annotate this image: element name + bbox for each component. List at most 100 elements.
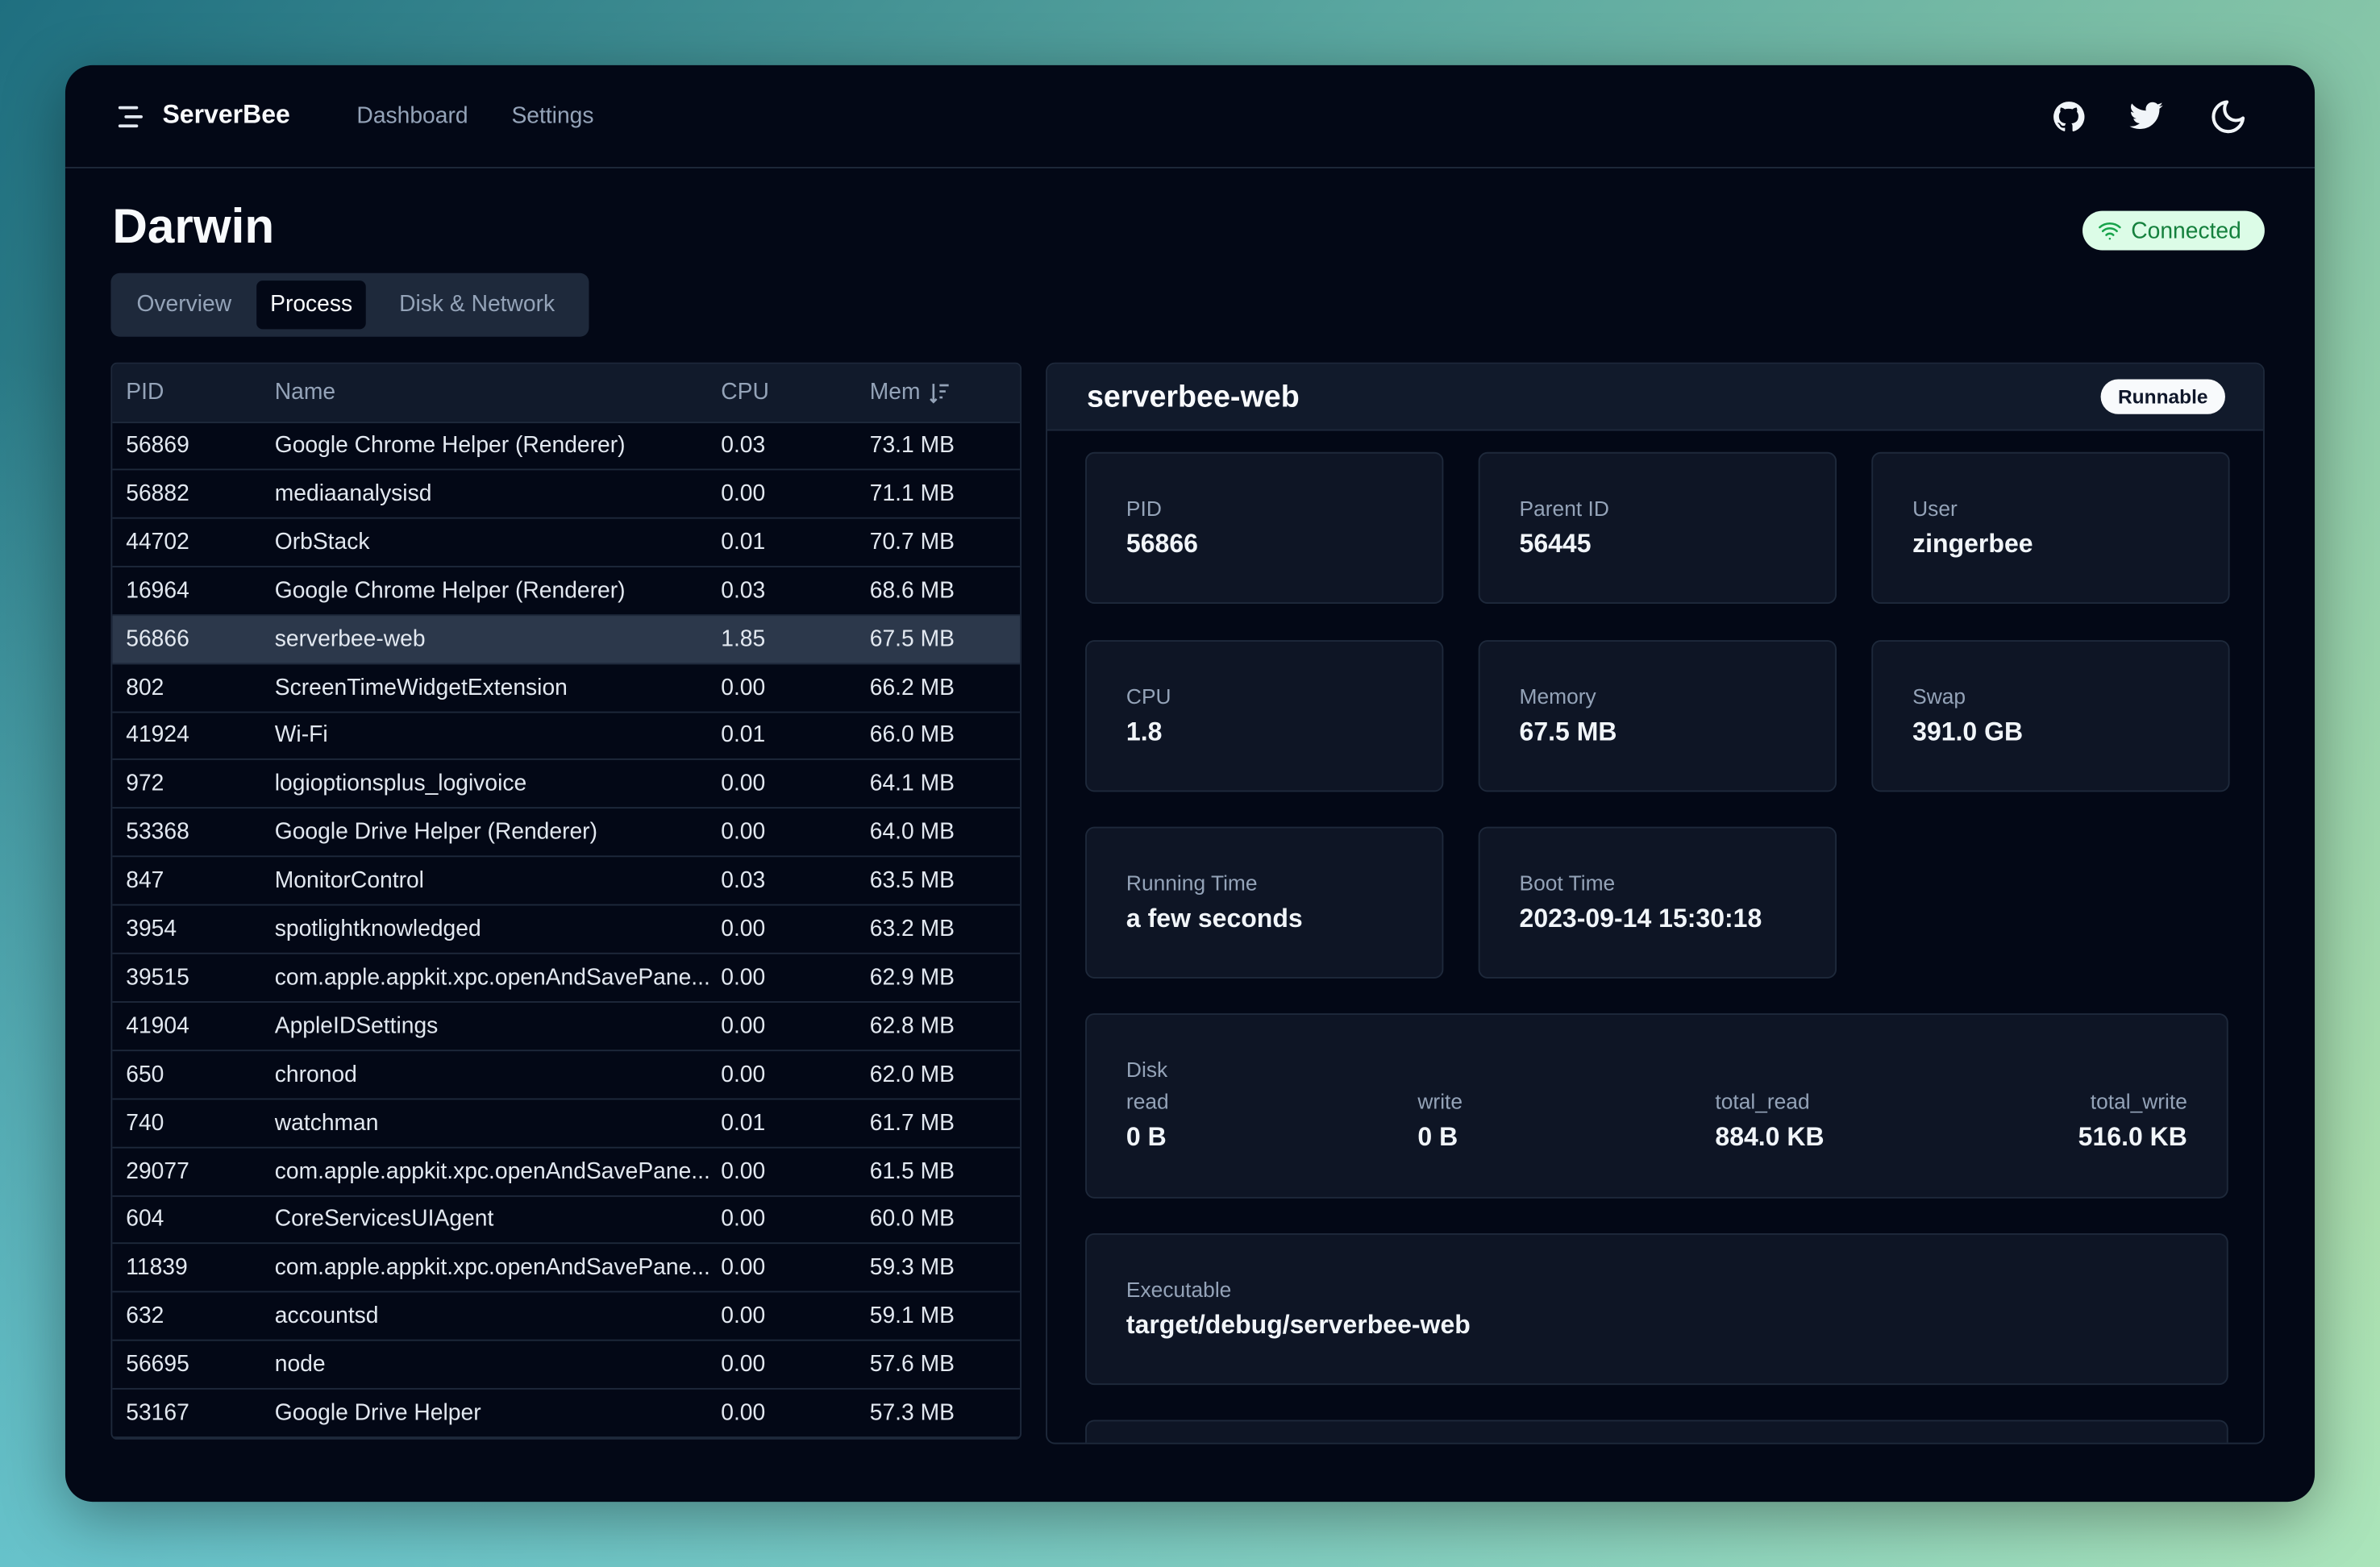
table-cell: 41904	[126, 1012, 189, 1039]
state-badge: Runnable	[2100, 379, 2225, 414]
table-cell: 0.03	[721, 432, 766, 459]
table-cell: 61.7 MB	[869, 1109, 955, 1136]
table-row[interactable]: 972 logioptionsplus_logivoice 0.00 64.1 MB	[112, 760, 1021, 809]
table-cell: CoreServicesUIAgent	[274, 1206, 494, 1232]
table-row[interactable]: 16964 Google Chrome Helper (Renderer) 0.03…	[112, 567, 1021, 616]
table-row[interactable]: 56695 node 0.00 57.6 MB	[112, 1341, 1021, 1390]
table-row[interactable]: 41924 Wi-Fi 0.01 66.0 MB	[112, 712, 1021, 761]
table-row[interactable]: 650 chronod 0.00 62.0 MB	[112, 1051, 1021, 1099]
github-icon[interactable]	[2050, 98, 2087, 135]
table-row[interactable]: 56869 Google Chrome Helper (Renderer) 0.03…	[112, 422, 1021, 471]
table-cell: 63.2 MB	[869, 916, 955, 942]
disk-value: 516.0 KB	[2078, 1122, 2187, 1152]
info-card: CPU 1.8	[1085, 639, 1444, 792]
column-header[interactable]: PID	[126, 379, 164, 405]
sort-icon[interactable]	[929, 382, 950, 404]
card-value: zingerbee	[1912, 529, 2033, 559]
disk-label: write	[1417, 1089, 1463, 1114]
table-cell: 62.0 MB	[869, 1061, 955, 1087]
theme-icon[interactable]	[2208, 97, 2248, 136]
table-cell: ScreenTimeWidgetExtension	[274, 674, 568, 700]
info-card: PID 56866	[1085, 451, 1444, 604]
menu-icon[interactable]	[117, 103, 144, 131]
table-row[interactable]: 632 accountsd 0.00 59.1 MB	[112, 1293, 1021, 1341]
disk-value: 884.0 KB	[1715, 1122, 1825, 1152]
table-row[interactable]: 39515 com.apple.appkit.xpc.openAndSavePan…	[112, 954, 1021, 1003]
table-cell: 0.00	[721, 480, 766, 507]
detail-header: serverbee-web Runnable	[1047, 364, 2264, 431]
table-cell: 0.00	[721, 819, 766, 846]
table-row[interactable]: 604 CoreServicesUIAgent 0.00 60.0 MB	[112, 1196, 1021, 1245]
executable-card: Executable target/debug/serverbee-web	[1085, 1232, 2228, 1386]
table-cell: 53167	[126, 1399, 189, 1426]
table-row[interactable]: 41904 AppleIDSettings 0.00 62.8 MB	[112, 1003, 1021, 1051]
table-row[interactable]: 11839 com.apple.appkit.xpc.openAndSavePan…	[112, 1245, 1021, 1293]
card-label: User	[1912, 496, 1958, 521]
table-cell: 62.8 MB	[869, 1012, 955, 1039]
table-cell: 56866	[126, 626, 189, 652]
column-header[interactable]: Name	[274, 379, 336, 405]
tab[interactable]: Disk & Network	[399, 291, 555, 318]
table-row[interactable]: 802 ScreenTimeWidgetExtension 0.00 66.2 MB	[112, 663, 1021, 713]
card-value: target/debug/serverbee-web	[1126, 1310, 1471, 1340]
card-label: Running Time	[1126, 871, 1258, 896]
table-cell: Wi-Fi	[274, 722, 328, 749]
table-cell: 53368	[126, 819, 189, 846]
info-card: User zingerbee	[1871, 451, 2230, 604]
table-cell: 650	[126, 1061, 164, 1087]
table-cell: OrbStack	[274, 529, 370, 555]
tab[interactable]: Process	[256, 281, 367, 330]
table-cell: 0.00	[721, 674, 766, 700]
disk-value: 0 B	[1126, 1122, 1167, 1152]
table-cell: 29077	[126, 1158, 189, 1184]
table-cell: com.apple.appkit.xpc.openAndSavePane...	[274, 964, 710, 991]
column-header[interactable]: Mem	[869, 379, 921, 405]
brand[interactable]: ServerBee	[162, 100, 290, 129]
disk-label: total_read	[1715, 1089, 1810, 1114]
table-cell: 802	[126, 674, 164, 700]
table-cell: 67.5 MB	[869, 626, 955, 652]
info-card: Boot Time 2023-09-14 15:30:18	[1478, 826, 1837, 979]
card-value: 67.5 MB	[1519, 717, 1617, 746]
table-cell: 0.01	[721, 722, 766, 749]
process-table: PID Name CPU Mem 56869 Google Chrome Helper (…	[110, 362, 1022, 1440]
navbar: ServerBee Dashboard Settings	[64, 65, 2316, 168]
card-label: Parent ID	[1519, 496, 1609, 521]
nav-link[interactable]: Settings	[511, 102, 594, 129]
card-label: Memory	[1519, 683, 1596, 708]
table-cell: 64.0 MB	[869, 819, 955, 846]
table-cell: 0.00	[721, 1158, 766, 1184]
app-window: ServerBee Dashboard Settings Darwin Conn…	[64, 64, 2316, 1503]
info-card: Memory 67.5 MB	[1478, 639, 1837, 792]
table-row[interactable]: 53368 Google Drive Helper (Renderer) 0.00 6…	[112, 808, 1021, 858]
status-text: Connected	[2131, 218, 2241, 244]
status-badge: Connected	[2082, 210, 2265, 251]
card-value: 56445	[1519, 529, 1592, 559]
table-row[interactable]: 56866 serverbee-web 1.85 67.5 MB	[112, 615, 1021, 664]
table-cell: MonitorControl	[274, 867, 424, 894]
table-cell: com.apple.appkit.xpc.openAndSavePane...	[274, 1254, 710, 1281]
table-row[interactable]: 53167 Google Drive Helper 0.00 57.3 MB	[112, 1390, 1021, 1439]
table-cell: 0.00	[721, 1061, 766, 1087]
column-header[interactable]: CPU	[721, 379, 769, 405]
detail-panel: serverbee-web Runnable PID 56866 Parent ID…	[1046, 362, 2265, 1444]
table-cell: 0.00	[721, 771, 766, 797]
table-row[interactable]: 847 MonitorControl 0.03 63.5 MB	[112, 857, 1021, 906]
nav-link[interactable]: Dashboard	[356, 102, 468, 129]
table-cell: 604	[126, 1206, 164, 1232]
table-cell: 0.00	[721, 1012, 766, 1039]
table-row[interactable]: 3954 spotlightknowledged 0.00 63.2 MB	[112, 905, 1021, 954]
table-cell: 56869	[126, 432, 189, 459]
table-row[interactable]: 29077 com.apple.appkit.xpc.openAndSavePan…	[112, 1148, 1021, 1196]
table-cell: logioptionsplus_logivoice	[274, 771, 527, 797]
card-label: Disk	[1126, 1057, 1168, 1082]
card-label: Swap	[1912, 683, 1966, 708]
table-row[interactable]: 44702 OrbStack 0.01 70.7 MB	[112, 518, 1021, 567]
tab[interactable]: Overview	[136, 291, 232, 318]
table-row[interactable]: 740 watchman 0.01 61.7 MB	[112, 1099, 1021, 1148]
table-cell: 68.6 MB	[869, 577, 955, 604]
twitter-icon[interactable]	[2128, 98, 2164, 135]
table-cell: 63.5 MB	[869, 867, 955, 894]
table-row[interactable]: 56882 mediaanalysisd 0.00 71.1 MB	[112, 470, 1021, 519]
